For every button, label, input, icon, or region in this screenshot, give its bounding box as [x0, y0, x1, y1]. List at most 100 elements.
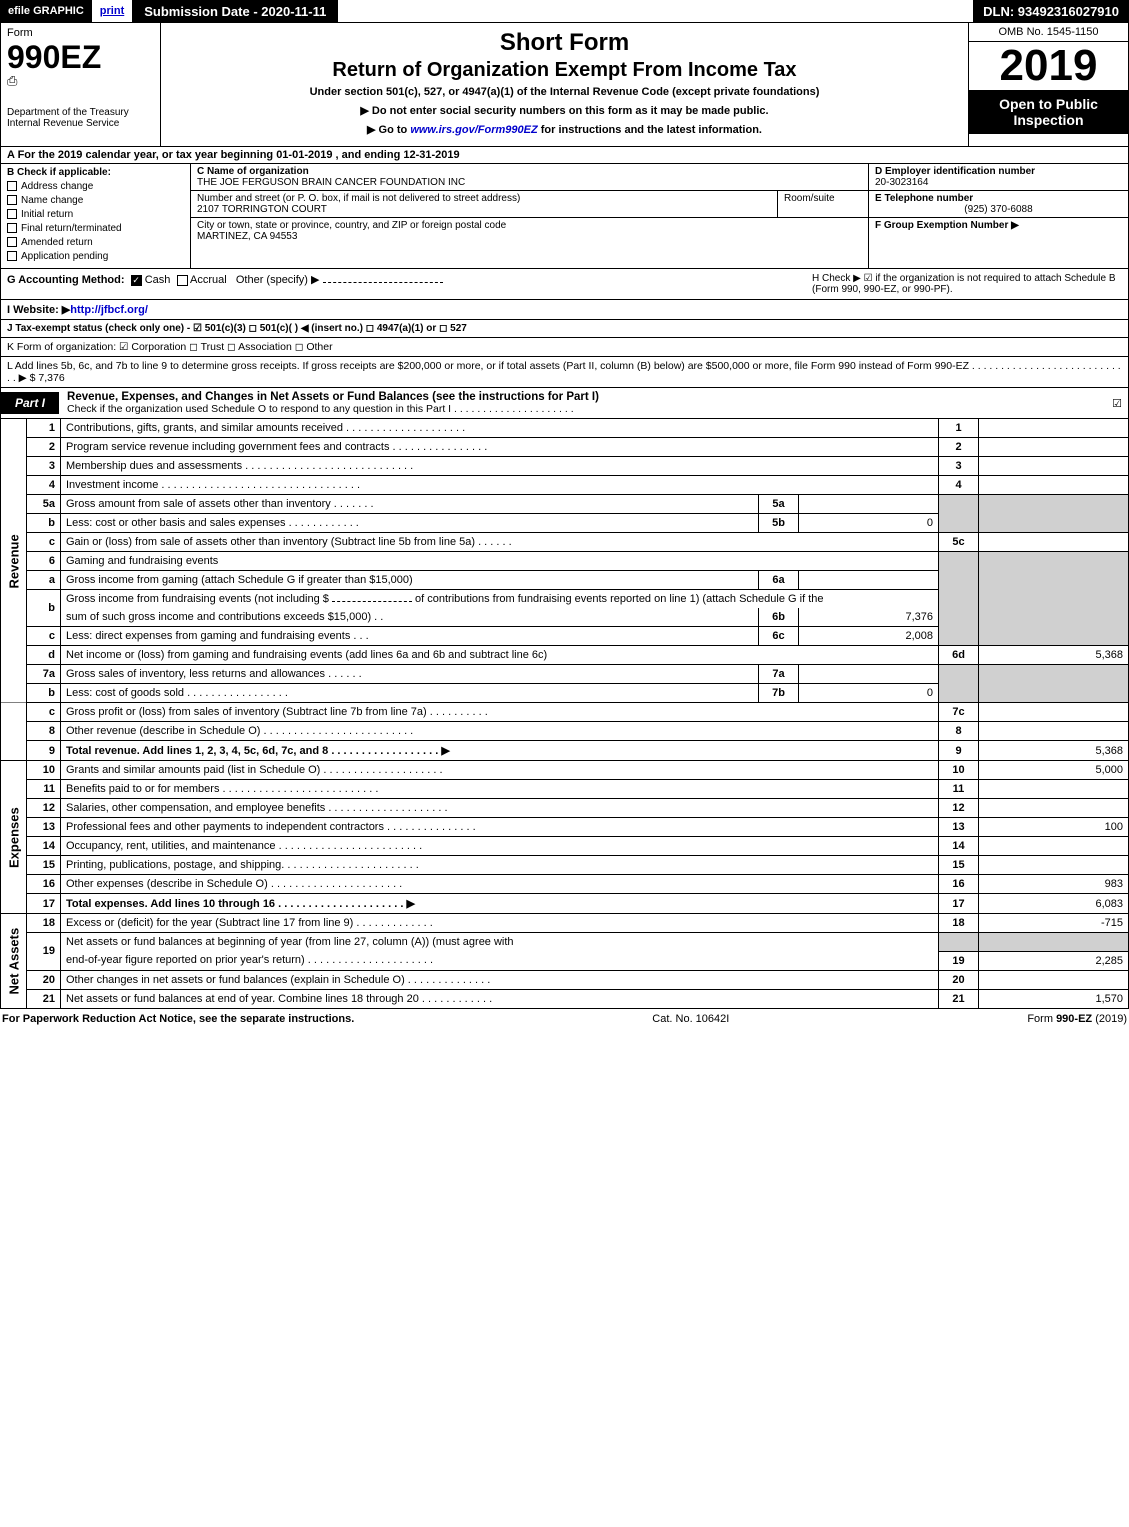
header-left: Form 990EZ ⎙ Department of the Treasury …	[1, 23, 161, 146]
h-schedule-b: H Check ▶ ☑ if the organization is not r…	[812, 273, 1122, 295]
sub-value: 0	[799, 514, 939, 533]
line-box: 17	[939, 894, 979, 914]
cb-address-change[interactable]: Address change	[7, 181, 184, 192]
sub-box: 6b	[759, 608, 799, 627]
col-b-header: B Check if applicable:	[7, 167, 184, 178]
irs-label: Internal Revenue Service	[7, 118, 154, 129]
form-ref: Form 990-EZ (2019)	[1027, 1013, 1127, 1025]
line-num: b	[27, 590, 61, 627]
sub-value	[799, 665, 939, 684]
header-center: Short Form Return of Organization Exempt…	[161, 23, 968, 146]
efile-graphic-button[interactable]: efile GRAPHIC	[0, 0, 92, 22]
city-value: MARTINEZ, CA 94553	[197, 231, 862, 242]
form-header: Form 990EZ ⎙ Department of the Treasury …	[0, 22, 1129, 147]
line-box: 6d	[939, 646, 979, 665]
line-value	[979, 780, 1129, 799]
part-i-table: Revenue 1 Contributions, gifts, grants, …	[0, 419, 1129, 1009]
grey-cell	[979, 495, 1129, 533]
line-num: 12	[27, 799, 61, 818]
room-suite-label: Room/suite	[784, 193, 862, 204]
grey-cell	[979, 552, 1129, 646]
bcd-block: B Check if applicable: Address change Na…	[0, 164, 1129, 269]
print-link[interactable]: print	[92, 0, 132, 22]
cb-amended-return[interactable]: Amended return	[7, 237, 184, 248]
org-name-label: C Name of organization	[197, 166, 862, 177]
line-num: b	[27, 684, 61, 703]
line-num: b	[27, 514, 61, 533]
grey-cell	[939, 552, 979, 646]
line-value	[979, 856, 1129, 875]
line-num: 9	[27, 741, 61, 761]
cb-other-label: Other (specify) ▶	[236, 274, 320, 286]
sub-value: 7,376	[799, 608, 939, 627]
line-desc: Less: cost of goods sold . . . . . . . .…	[61, 684, 759, 703]
grey-cell	[939, 665, 979, 703]
line-value: -715	[979, 914, 1129, 933]
line-num: 18	[27, 914, 61, 933]
sub-box: 7a	[759, 665, 799, 684]
line-value	[979, 799, 1129, 818]
line-box: 12	[939, 799, 979, 818]
cb-label: Address change	[21, 181, 93, 192]
line-value	[979, 837, 1129, 856]
revenue-side-cont	[1, 703, 27, 761]
line-value	[979, 722, 1129, 741]
line-num: 20	[27, 970, 61, 989]
part-i-check: ☑	[1098, 397, 1128, 410]
street-value: 2107 TORRINGTON COURT	[197, 204, 771, 215]
col-c-org-info: C Name of organization THE JOE FERGUSON …	[191, 164, 868, 268]
line-box: 4	[939, 476, 979, 495]
department-treasury: Department of the Treasury	[7, 107, 154, 118]
line-num: 3	[27, 457, 61, 476]
cb-label: Final return/terminated	[21, 223, 122, 234]
line-num: d	[27, 646, 61, 665]
cb-initial-return[interactable]: Initial return	[7, 209, 184, 220]
ein-value: 20-3023164	[875, 177, 1122, 188]
part-i-label: Part I	[1, 392, 59, 414]
row-a-tax-year: A For the 2019 calendar year, or tax yea…	[0, 147, 1129, 164]
sub-box: 6a	[759, 571, 799, 590]
other-specify-input[interactable]	[323, 282, 443, 283]
line-num: a	[27, 571, 61, 590]
phone-value: (925) 370-6088	[875, 204, 1122, 215]
cat-number: Cat. No. 10642I	[652, 1013, 729, 1025]
line-desc: Printing, publications, postage, and shi…	[61, 856, 939, 875]
line-value: 2,285	[979, 951, 1129, 970]
form-label: Form	[7, 27, 154, 39]
sub-box: 6c	[759, 627, 799, 646]
line-box: 5c	[939, 533, 979, 552]
revenue-side-label: Revenue	[1, 419, 27, 703]
line-value: 5,368	[979, 741, 1129, 761]
sub-value	[799, 495, 939, 514]
cb-application-pending[interactable]: Application pending	[7, 251, 184, 262]
website-link[interactable]: http://jfbcf.org/	[70, 304, 148, 316]
part-i-title: Revenue, Expenses, and Changes in Net As…	[59, 388, 1098, 418]
cb-name-change[interactable]: Name change	[7, 195, 184, 206]
contribution-amount-input[interactable]	[332, 601, 412, 602]
irs-url-link[interactable]: www.irs.gov/Form990EZ	[410, 124, 537, 136]
line-box: 16	[939, 875, 979, 894]
cb-final-return[interactable]: Final return/terminated	[7, 223, 184, 234]
line-desc: Gross income from gaming (attach Schedul…	[61, 571, 759, 590]
header-right: OMB No. 1545-1150 2019 Open to Public In…	[968, 23, 1128, 146]
line-num: 17	[27, 894, 61, 914]
g-accounting-method: G Accounting Method: ✓ Cash Accrual Othe…	[7, 273, 812, 295]
line-desc: Gaming and fundraising events	[61, 552, 939, 571]
line-value	[979, 703, 1129, 722]
line-box: 19	[939, 951, 979, 970]
line-value	[979, 533, 1129, 552]
top-left-group: efile GRAPHIC print Submission Date - 20…	[0, 0, 338, 22]
line-box: 18	[939, 914, 979, 933]
net-assets-side-label: Net Assets	[1, 914, 27, 1009]
grey-cell	[939, 495, 979, 533]
line-value: 983	[979, 875, 1129, 894]
open-to-public-badge: Open to Public Inspection	[969, 90, 1128, 134]
cb-cash-label: Cash	[145, 274, 171, 286]
tax-year: 2019	[969, 42, 1128, 90]
line-desc: Excess or (deficit) for the year (Subtra…	[61, 914, 939, 933]
line-box: 14	[939, 837, 979, 856]
line-desc: Investment income . . . . . . . . . . . …	[61, 476, 939, 495]
form-number: 990EZ	[7, 41, 154, 73]
no-ssn-warning: ▶ Do not enter social security numbers o…	[169, 104, 960, 117]
under-section-text: Under section 501(c), 527, or 4947(a)(1)…	[169, 86, 960, 98]
